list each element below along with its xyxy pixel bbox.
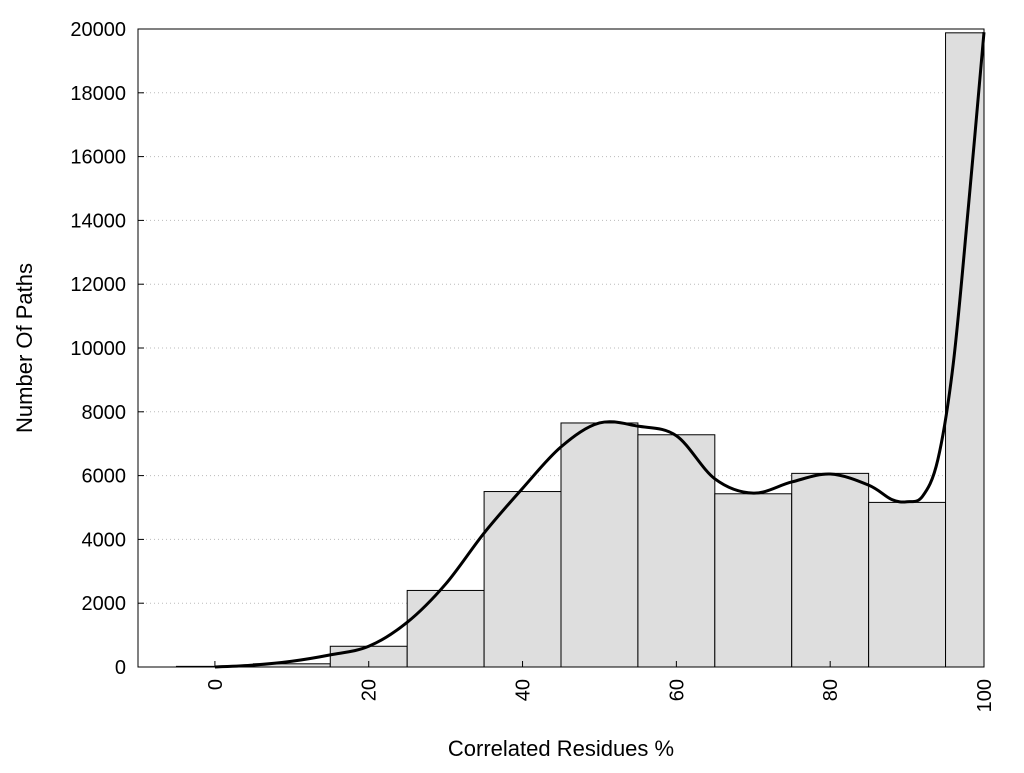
y-tick-label: 0 [115, 657, 126, 679]
y-tick-label: 16000 [70, 147, 126, 169]
y-axis-ticks: 0 2000 4000 6000 8000 10000 12000 14000 16000 180… [70, 19, 144, 679]
histogram-bar [791, 472, 870, 668]
y-tick-label: 18000 [70, 83, 126, 105]
histogram-bar [637, 434, 716, 668]
x-tick-label: 60 [666, 679, 688, 701]
histogram-bar [868, 501, 947, 668]
histogram-bar [483, 491, 562, 668]
x-tick-label: 0 [205, 679, 227, 690]
histogram-bar [945, 32, 985, 668]
y-axis-title: Number Of Paths [12, 263, 37, 433]
x-tick-label: 80 [820, 679, 842, 701]
histogram-bar [406, 589, 485, 668]
x-tick-label: 100 [974, 679, 996, 712]
histogram-bar [714, 493, 793, 668]
y-tick-label: 8000 [82, 402, 127, 424]
x-axis-title: Correlated Residues % [448, 736, 674, 761]
x-tick-label: 20 [359, 679, 381, 701]
y-tick-label: 20000 [70, 19, 126, 41]
histogram-bar [560, 422, 639, 668]
y-tick-label: 6000 [82, 466, 127, 488]
x-tick-label: 40 [513, 679, 535, 701]
y-tick-label: 14000 [70, 210, 126, 232]
density-curve [214, 32, 986, 669]
y-tick-label: 10000 [70, 338, 126, 360]
y-tick-label: 4000 [82, 529, 127, 551]
y-tick-label: 2000 [82, 593, 127, 615]
bars-layer [175, 32, 985, 668]
y-tick-label: 12000 [70, 274, 126, 296]
x-axis-ticks: 0 20 40 60 80 100 [205, 661, 996, 712]
curve-layer [214, 32, 986, 669]
